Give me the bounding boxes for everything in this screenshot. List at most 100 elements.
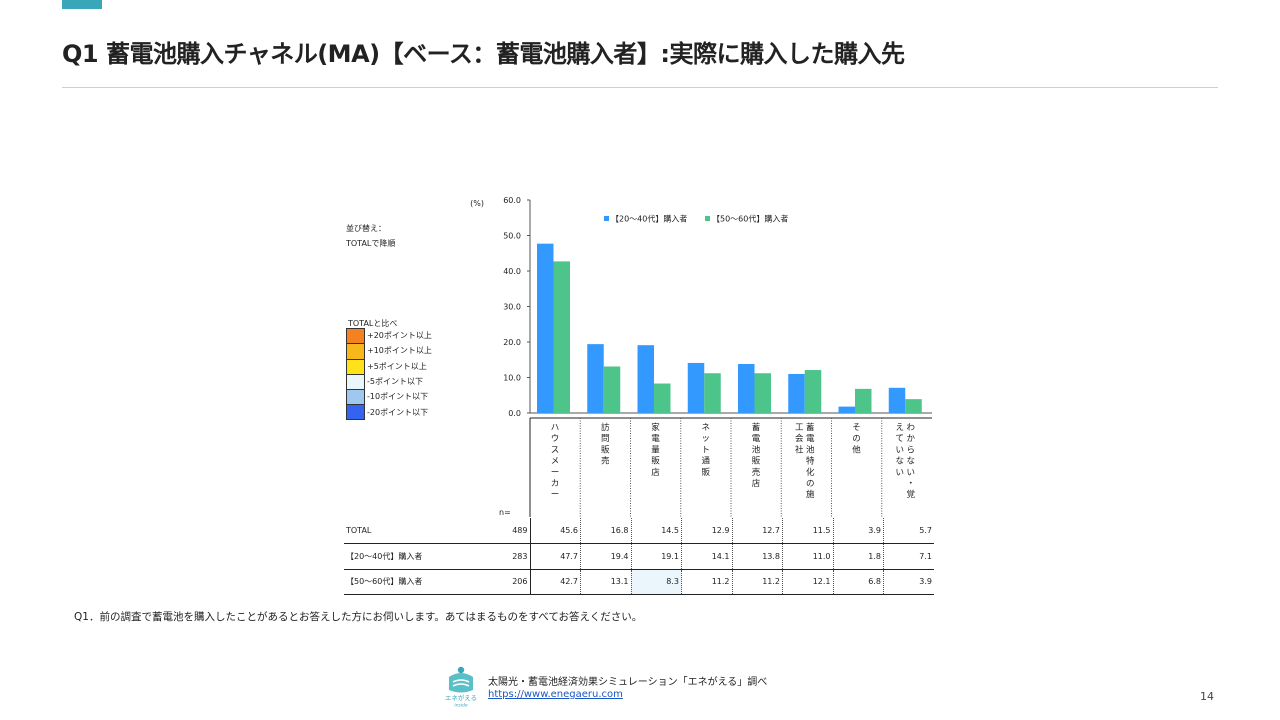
- x-tick-label: ハウスメーカー: [551, 423, 560, 500]
- color-legend-item: +20ポイント以上: [346, 328, 432, 344]
- color-legend-swatch: [346, 343, 365, 359]
- value-cell: 12.9: [681, 518, 733, 544]
- value-cell: 5.7: [883, 518, 934, 544]
- value-cell: 47.7: [530, 543, 581, 570]
- y-tick-label: 60.0: [503, 196, 521, 205]
- color-legend-swatch: [346, 328, 365, 344]
- color-legend-item: +10ポイント以上: [346, 343, 432, 359]
- color-legend-item: -20ポイント以下: [346, 404, 432, 420]
- value-cell: 19.4: [580, 543, 632, 570]
- value-cell: 13.8: [732, 543, 783, 570]
- row-label: 【20～40代】購入者: [344, 543, 480, 570]
- value-cell: 42.7: [530, 569, 581, 595]
- x-tick-label: えていない: [895, 423, 904, 478]
- enegaeru-logo: エネがえる inside: [445, 666, 477, 709]
- bar: [687, 362, 705, 413]
- x-tick-label: わからない・覚: [906, 423, 915, 500]
- x-tick-label: 蓄電池販売店: [752, 422, 761, 489]
- bar: [788, 373, 805, 413]
- x-tick-label: 家電量販店: [651, 422, 660, 478]
- value-cell: 11.0: [782, 543, 834, 570]
- page-title: Q1 蓄電池購入チャネル(MA)【ベース：蓄電池購入者】:実際に購入した購入先: [62, 40, 905, 68]
- color-legend-swatch: [346, 373, 365, 390]
- value-cell: 12.7: [732, 518, 783, 544]
- value-cell: 45.6: [530, 518, 581, 544]
- bar: [637, 345, 654, 413]
- color-legend-item: -5ポイント以下: [346, 373, 432, 390]
- series-legend-label: 【20～40代】購入者: [611, 214, 687, 224]
- color-legend-title: TOTALと比べ: [348, 319, 398, 328]
- source-link[interactable]: https://www.enegaeru.com: [488, 689, 623, 700]
- y-tick-label: 10.0: [503, 374, 521, 383]
- bar: [804, 370, 822, 413]
- bar: [754, 373, 771, 413]
- value-cell: 14.5: [631, 518, 682, 544]
- bar: [537, 243, 554, 413]
- y-tick-label: 20.0: [503, 338, 521, 347]
- x-tick-label: ネット通販: [701, 423, 710, 478]
- y-tick-label: 40.0: [503, 267, 521, 276]
- color-legend-label: +20ポイント以上: [367, 331, 432, 341]
- series-legend-label: 【50～60代】購入者: [712, 214, 788, 224]
- value-cell: 19.1: [631, 543, 682, 570]
- table-row: 【20～40代】購入者 283 47.7 19.4 19.1 14.1 13.8 11.0 1.…: [344, 543, 934, 570]
- value-cell: 3.9: [883, 569, 934, 595]
- bar: [888, 387, 906, 413]
- bar: [603, 366, 621, 413]
- y-tick-label: 30.0: [503, 303, 521, 312]
- bar: [738, 364, 755, 413]
- color-legend-label: +5ポイント以上: [367, 361, 427, 371]
- color-legend-label: +10ポイント以上: [367, 346, 432, 356]
- page-number: 14: [1200, 690, 1214, 703]
- series-legend-swatch: [705, 216, 710, 221]
- bar: [704, 373, 721, 413]
- bar: [654, 383, 671, 413]
- value-cell: 1.8: [833, 543, 884, 570]
- question-note: Q1．前の調査で蓄電池を購入したことがあるとお答えした方にお伺いします。あてはま…: [74, 611, 643, 623]
- color-legend-swatch: [346, 389, 365, 405]
- bar: [855, 388, 872, 413]
- color-legend-label: -20ポイント以下: [367, 407, 429, 417]
- y-axis-unit: (%): [470, 199, 484, 208]
- value-cell: 11.2: [732, 569, 783, 595]
- row-label: TOTAL: [344, 518, 480, 544]
- logo-wordmark: エネがえる: [445, 693, 477, 702]
- title-divider: [62, 87, 1218, 88]
- x-tick-label: 蓄電池特化の施: [806, 422, 815, 500]
- bar: [553, 261, 570, 413]
- row-label: 【50～60代】購入者: [344, 569, 480, 595]
- source-note: 太陽光・蓄電池経済効果シミュレーション「エネがえる」調べ: [488, 677, 768, 688]
- color-legend-label: -5ポイント以下: [367, 377, 423, 387]
- color-legend: +20ポイント以上 +10ポイント以上 +5ポイント以上 -5ポイント以下 -10ポイン…: [346, 328, 432, 420]
- color-legend-swatch: [346, 358, 365, 374]
- value-cell: 11.2: [681, 569, 733, 595]
- sort-note: 並び替え： TOTALで降順: [346, 221, 395, 251]
- color-legend-label: -10ポイント以下: [367, 392, 429, 402]
- x-tick-label: 工会社: [795, 423, 804, 455]
- value-cell: 13.1: [580, 569, 632, 595]
- bar: [905, 399, 922, 413]
- accent-tab: [62, 0, 102, 9]
- value-cell: 14.1: [681, 543, 733, 570]
- color-legend-item: -10ポイント以下: [346, 389, 432, 405]
- value-cell: 12.1: [782, 569, 834, 595]
- x-tick-label: 訪問販売: [601, 422, 610, 467]
- table-row: 【50～60代】購入者 206 42.7 13.1 8.3 11.2 11.2 12.1 6.8…: [344, 569, 934, 595]
- value-cell: 11.5: [782, 518, 834, 544]
- value-cell: 6.8: [833, 569, 884, 595]
- x-tick-label: その他: [852, 423, 861, 455]
- table-row: TOTAL 489 45.6 16.8 14.5 12.9 12.7 11.5 3.9 5.7: [344, 518, 934, 544]
- sort-note-line: 並び替え：: [346, 224, 386, 233]
- bar: [587, 344, 604, 413]
- value-cell: 16.8: [580, 518, 632, 544]
- value-cell: 3.9: [833, 518, 884, 544]
- value-cell: 7.1: [883, 543, 934, 570]
- n-label: n=: [499, 508, 511, 517]
- logo-subtext: inside: [454, 703, 468, 709]
- sort-note-line: TOTALで降順: [346, 239, 396, 248]
- series-legend-swatch: [604, 216, 609, 221]
- sample-size-cell: 489: [480, 518, 531, 544]
- color-legend-item: +5ポイント以上: [346, 358, 432, 374]
- y-tick-label: 0.0: [508, 409, 521, 418]
